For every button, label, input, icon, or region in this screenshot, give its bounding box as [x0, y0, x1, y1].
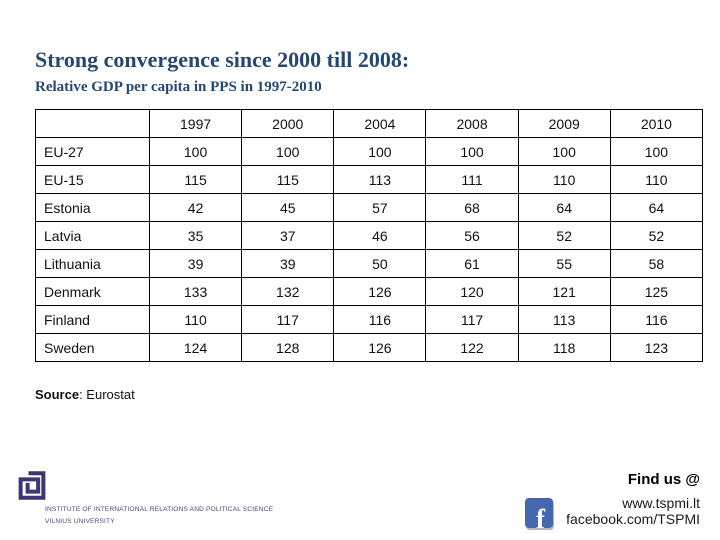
value-cell: 128	[241, 333, 335, 362]
year-column-header: 2004	[333, 109, 427, 138]
find-us-heading: Find us @	[627, 471, 700, 488]
value-cell: 133	[148, 277, 243, 306]
source-note: Source: Eurostat	[35, 387, 135, 402]
institute-line2: VILNIUS UNIVERSITY	[45, 518, 115, 525]
value-cell: 123	[609, 333, 704, 362]
value-cell: 35	[148, 221, 243, 250]
table-row: Estonia 42 45 57 68 64 64	[35, 193, 704, 222]
value-cell: 100	[333, 137, 427, 166]
value-cell: 116	[333, 305, 427, 334]
website-url: www.tspmi.lt	[622, 495, 700, 511]
table-row: Lithuania 39 39 50 61 55 58	[35, 249, 704, 278]
year-column-header: 2008	[425, 109, 519, 138]
value-cell: 113	[517, 305, 611, 334]
year-column-header: 1997	[148, 109, 243, 138]
value-cell: 61	[425, 249, 519, 278]
value-cell: 52	[609, 221, 704, 250]
value-cell: 68	[425, 193, 519, 222]
value-cell: 110	[517, 165, 611, 194]
value-cell: 56	[425, 221, 519, 250]
value-cell: 57	[333, 193, 427, 222]
value-cell: 39	[148, 249, 243, 278]
value-cell: 64	[517, 193, 611, 222]
source-value: : Eurostat	[79, 387, 135, 402]
row-label: Latvia	[35, 221, 150, 250]
value-cell: 110	[148, 305, 243, 334]
value-cell: 100	[425, 137, 519, 166]
facebook-url: facebook.com/TSPMI	[566, 511, 700, 527]
value-cell: 110	[609, 165, 704, 194]
year-column-header: 2010	[609, 109, 704, 138]
value-cell: 52	[517, 221, 611, 250]
slide-subtitle: Relative GDP per capita in PPS in 1997-2…	[35, 79, 322, 95]
value-cell: 126	[333, 333, 427, 362]
value-cell: 126	[333, 277, 427, 306]
value-cell: 115	[241, 165, 335, 194]
value-cell: 100	[517, 137, 611, 166]
row-label: EU-15	[35, 165, 150, 194]
value-cell: 100	[609, 137, 704, 166]
year-column-header: 2000	[241, 109, 335, 138]
value-cell: 111	[425, 165, 519, 194]
value-cell: 125	[609, 277, 704, 306]
table-row: Denmark 133 132 126 120 121 125	[35, 277, 704, 306]
row-label: Estonia	[35, 193, 150, 222]
value-cell: 116	[609, 305, 704, 334]
value-cell: 124	[148, 333, 243, 362]
institute-line1: INSTITUTE OF INTERNATIONAL RELATIONS AND…	[45, 506, 274, 513]
slide-title: Strong convergence since 2000 till 2008:	[35, 47, 410, 72]
facebook-f-glyph: f	[536, 504, 545, 528]
value-cell: 100	[241, 137, 335, 166]
value-cell: 45	[241, 193, 335, 222]
value-cell: 50	[333, 249, 427, 278]
row-label: Denmark	[35, 277, 150, 306]
value-cell: 122	[425, 333, 519, 362]
value-cell: 117	[425, 305, 519, 334]
table-row: Sweden 124 128 126 122 118 123	[35, 333, 704, 362]
gdp-per-capita-table: 1997 2000 2004 2008 2009 2010 EU-27 100 100 100 10…	[35, 109, 704, 362]
find-us-block: Find us @ www.tspmi.lt facebook.com/TSPM…	[566, 471, 700, 527]
value-cell: 121	[517, 277, 611, 306]
value-cell: 100	[148, 137, 243, 166]
row-label: Sweden	[35, 333, 150, 362]
value-cell: 39	[241, 249, 335, 278]
table-row: EU-15 115 115 113 111 110 110	[35, 165, 704, 194]
row-label: EU-27	[35, 137, 150, 166]
value-cell: 113	[333, 165, 427, 194]
table-header-row: 1997 2000 2004 2008 2009 2010	[35, 109, 704, 138]
value-cell: 132	[241, 277, 335, 306]
table-row: Latvia 35 37 46 56 52 52	[35, 221, 704, 250]
year-column-header: 2009	[517, 109, 611, 138]
source-label: Source	[35, 387, 80, 402]
row-label: Lithuania	[35, 249, 150, 278]
institute-name: INSTITUTE OF INTERNATIONAL RELATIONS AND…	[45, 504, 275, 528]
value-cell: 118	[517, 333, 611, 362]
value-cell: 64	[609, 193, 704, 222]
facebook-icon: f	[525, 498, 553, 528]
value-cell: 120	[425, 277, 519, 306]
table-row: EU-27 100 100 100 100 100 100	[35, 137, 704, 166]
row-label: Finland	[35, 305, 150, 334]
institute-logo-icon	[18, 471, 46, 500]
value-cell: 37	[241, 221, 335, 250]
table-row: Finland 110 117 116 117 113 116	[35, 305, 704, 334]
table-corner-cell	[35, 109, 150, 138]
value-cell: 115	[148, 165, 243, 194]
value-cell: 58	[609, 249, 704, 278]
value-cell: 117	[241, 305, 335, 334]
value-cell: 42	[148, 193, 243, 222]
value-cell: 46	[333, 221, 427, 250]
value-cell: 55	[517, 249, 611, 278]
